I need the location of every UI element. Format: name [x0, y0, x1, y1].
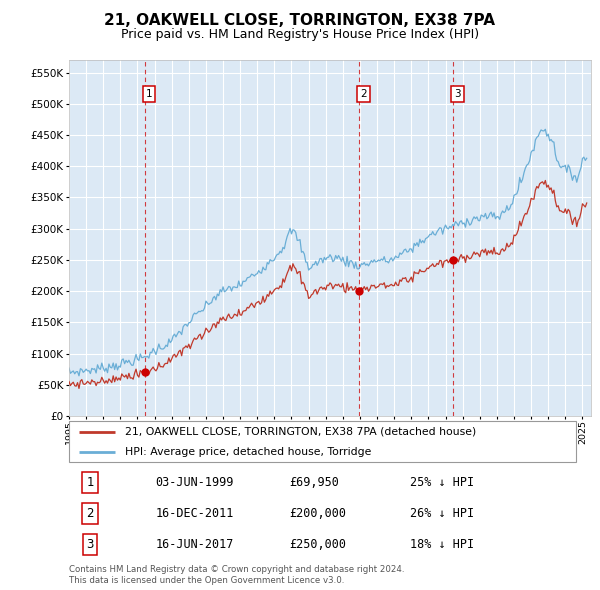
- Text: 16-JUN-2017: 16-JUN-2017: [155, 538, 234, 551]
- Text: 18% ↓ HPI: 18% ↓ HPI: [410, 538, 475, 551]
- Text: £250,000: £250,000: [290, 538, 347, 551]
- Text: 3: 3: [454, 89, 461, 99]
- Text: 1: 1: [86, 476, 94, 489]
- Text: 1: 1: [146, 89, 152, 99]
- Text: 16-DEC-2011: 16-DEC-2011: [155, 507, 234, 520]
- Text: £200,000: £200,000: [290, 507, 347, 520]
- Text: Contains HM Land Registry data © Crown copyright and database right 2024.
This d: Contains HM Land Registry data © Crown c…: [69, 565, 404, 585]
- Text: 2: 2: [360, 89, 367, 99]
- Text: 26% ↓ HPI: 26% ↓ HPI: [410, 507, 475, 520]
- Text: 21, OAKWELL CLOSE, TORRINGTON, EX38 7PA: 21, OAKWELL CLOSE, TORRINGTON, EX38 7PA: [104, 13, 496, 28]
- Text: 21, OAKWELL CLOSE, TORRINGTON, EX38 7PA (detached house): 21, OAKWELL CLOSE, TORRINGTON, EX38 7PA …: [125, 427, 476, 437]
- Text: Price paid vs. HM Land Registry's House Price Index (HPI): Price paid vs. HM Land Registry's House …: [121, 28, 479, 41]
- Text: HPI: Average price, detached house, Torridge: HPI: Average price, detached house, Torr…: [125, 447, 371, 457]
- Text: 2: 2: [86, 507, 94, 520]
- Text: 03-JUN-1999: 03-JUN-1999: [155, 476, 234, 489]
- Text: £69,950: £69,950: [290, 476, 340, 489]
- Text: 25% ↓ HPI: 25% ↓ HPI: [410, 476, 475, 489]
- Text: 3: 3: [86, 538, 94, 551]
- FancyBboxPatch shape: [69, 421, 576, 463]
